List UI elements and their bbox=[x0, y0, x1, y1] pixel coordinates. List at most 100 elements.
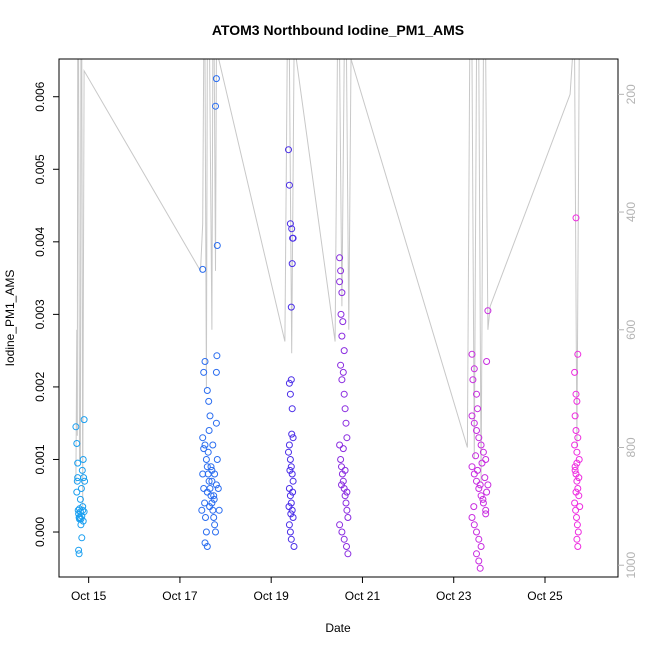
data-point bbox=[475, 557, 483, 565]
data-point bbox=[338, 289, 346, 297]
data-point bbox=[341, 405, 349, 413]
data-point bbox=[289, 234, 297, 242]
data-point bbox=[574, 350, 582, 358]
data-point bbox=[468, 463, 476, 471]
data-point bbox=[287, 510, 295, 518]
y-axis: 0.000 0.001 0.002 0.003 0.004 0.005 0.006 bbox=[33, 81, 59, 547]
data-point bbox=[473, 550, 480, 558]
data-point bbox=[571, 412, 579, 420]
data-point bbox=[571, 499, 579, 507]
data-point bbox=[286, 492, 294, 500]
data-point bbox=[344, 514, 352, 521]
data-point bbox=[73, 488, 81, 496]
data-point bbox=[574, 543, 582, 550]
data-point bbox=[338, 332, 346, 340]
data-point bbox=[287, 499, 295, 507]
data-point bbox=[200, 368, 208, 376]
data-point bbox=[472, 452, 480, 460]
data-point bbox=[199, 470, 207, 478]
data-point bbox=[337, 267, 345, 275]
data-point bbox=[337, 456, 345, 463]
data-point bbox=[78, 466, 86, 474]
x-tick-label: Oct 25 bbox=[527, 589, 563, 603]
data-point bbox=[573, 459, 581, 467]
series-flight-3 bbox=[285, 146, 298, 550]
data-point bbox=[205, 397, 213, 405]
data-point bbox=[288, 470, 296, 478]
data-point bbox=[79, 503, 87, 511]
data-point bbox=[572, 488, 580, 496]
y-tick-label: 0.006 bbox=[33, 81, 47, 111]
data-point bbox=[477, 441, 485, 449]
data-point bbox=[468, 350, 476, 358]
data-point bbox=[479, 499, 487, 507]
data-point bbox=[343, 506, 351, 514]
y2-tick-label: 800 bbox=[624, 437, 638, 457]
data-point bbox=[481, 474, 489, 482]
data-point bbox=[574, 528, 582, 536]
data-point bbox=[210, 514, 218, 521]
data-point bbox=[72, 423, 80, 431]
data-point bbox=[80, 474, 88, 482]
data-point bbox=[79, 517, 87, 525]
data-point bbox=[475, 485, 483, 492]
data-point bbox=[479, 448, 487, 456]
data-point bbox=[576, 503, 584, 511]
data-point bbox=[288, 405, 296, 413]
x-tick-label: Oct 21 bbox=[345, 589, 381, 603]
chart-title: ATOM3 Northbound Iodine_PM1_AMS bbox=[212, 22, 464, 38]
data-point bbox=[75, 550, 83, 558]
data-point bbox=[475, 434, 483, 442]
data-point bbox=[208, 466, 216, 474]
data-point bbox=[572, 390, 580, 398]
data-point bbox=[202, 528, 210, 536]
data-point bbox=[571, 463, 579, 471]
data-point bbox=[575, 456, 583, 463]
data-point bbox=[287, 463, 295, 471]
data-point bbox=[285, 521, 293, 529]
data-point bbox=[339, 445, 347, 453]
data-point bbox=[286, 390, 294, 398]
data-point bbox=[470, 503, 478, 511]
series-flight-1 bbox=[72, 416, 89, 558]
data-point bbox=[201, 441, 209, 449]
data-point bbox=[287, 376, 295, 384]
data-point bbox=[336, 441, 344, 449]
data-point bbox=[339, 477, 347, 485]
data-point bbox=[203, 543, 211, 550]
data-point bbox=[199, 434, 207, 442]
altitude-trace-line bbox=[75, 59, 582, 507]
data-point bbox=[339, 368, 347, 376]
data-point bbox=[338, 481, 345, 489]
data-point bbox=[336, 278, 344, 286]
data-point bbox=[203, 488, 211, 496]
data-point bbox=[477, 543, 485, 550]
data-point bbox=[208, 477, 216, 485]
y-tick-label: 0.004 bbox=[33, 226, 47, 256]
data-point bbox=[483, 488, 491, 496]
data-point bbox=[574, 434, 582, 442]
x-tick-label: Oct 15 bbox=[71, 589, 107, 603]
data-point bbox=[200, 445, 208, 453]
data-point bbox=[286, 466, 294, 474]
data-point bbox=[342, 419, 350, 427]
data-point bbox=[198, 506, 206, 514]
data-point bbox=[201, 499, 209, 507]
data-point bbox=[473, 390, 480, 398]
data-point bbox=[573, 521, 581, 529]
data-point bbox=[285, 181, 293, 189]
data-point bbox=[75, 546, 83, 554]
data-point bbox=[343, 434, 351, 442]
data-point bbox=[573, 397, 581, 405]
data-point bbox=[289, 488, 297, 496]
data-point bbox=[338, 463, 345, 471]
series-flight-2 bbox=[198, 75, 223, 550]
data-point bbox=[215, 506, 223, 514]
data-point bbox=[473, 427, 480, 434]
y2-tick-label: 1000 bbox=[624, 552, 638, 579]
data-point bbox=[76, 495, 84, 503]
data-point bbox=[337, 361, 345, 369]
data-point bbox=[285, 448, 292, 456]
data-point bbox=[210, 492, 218, 500]
